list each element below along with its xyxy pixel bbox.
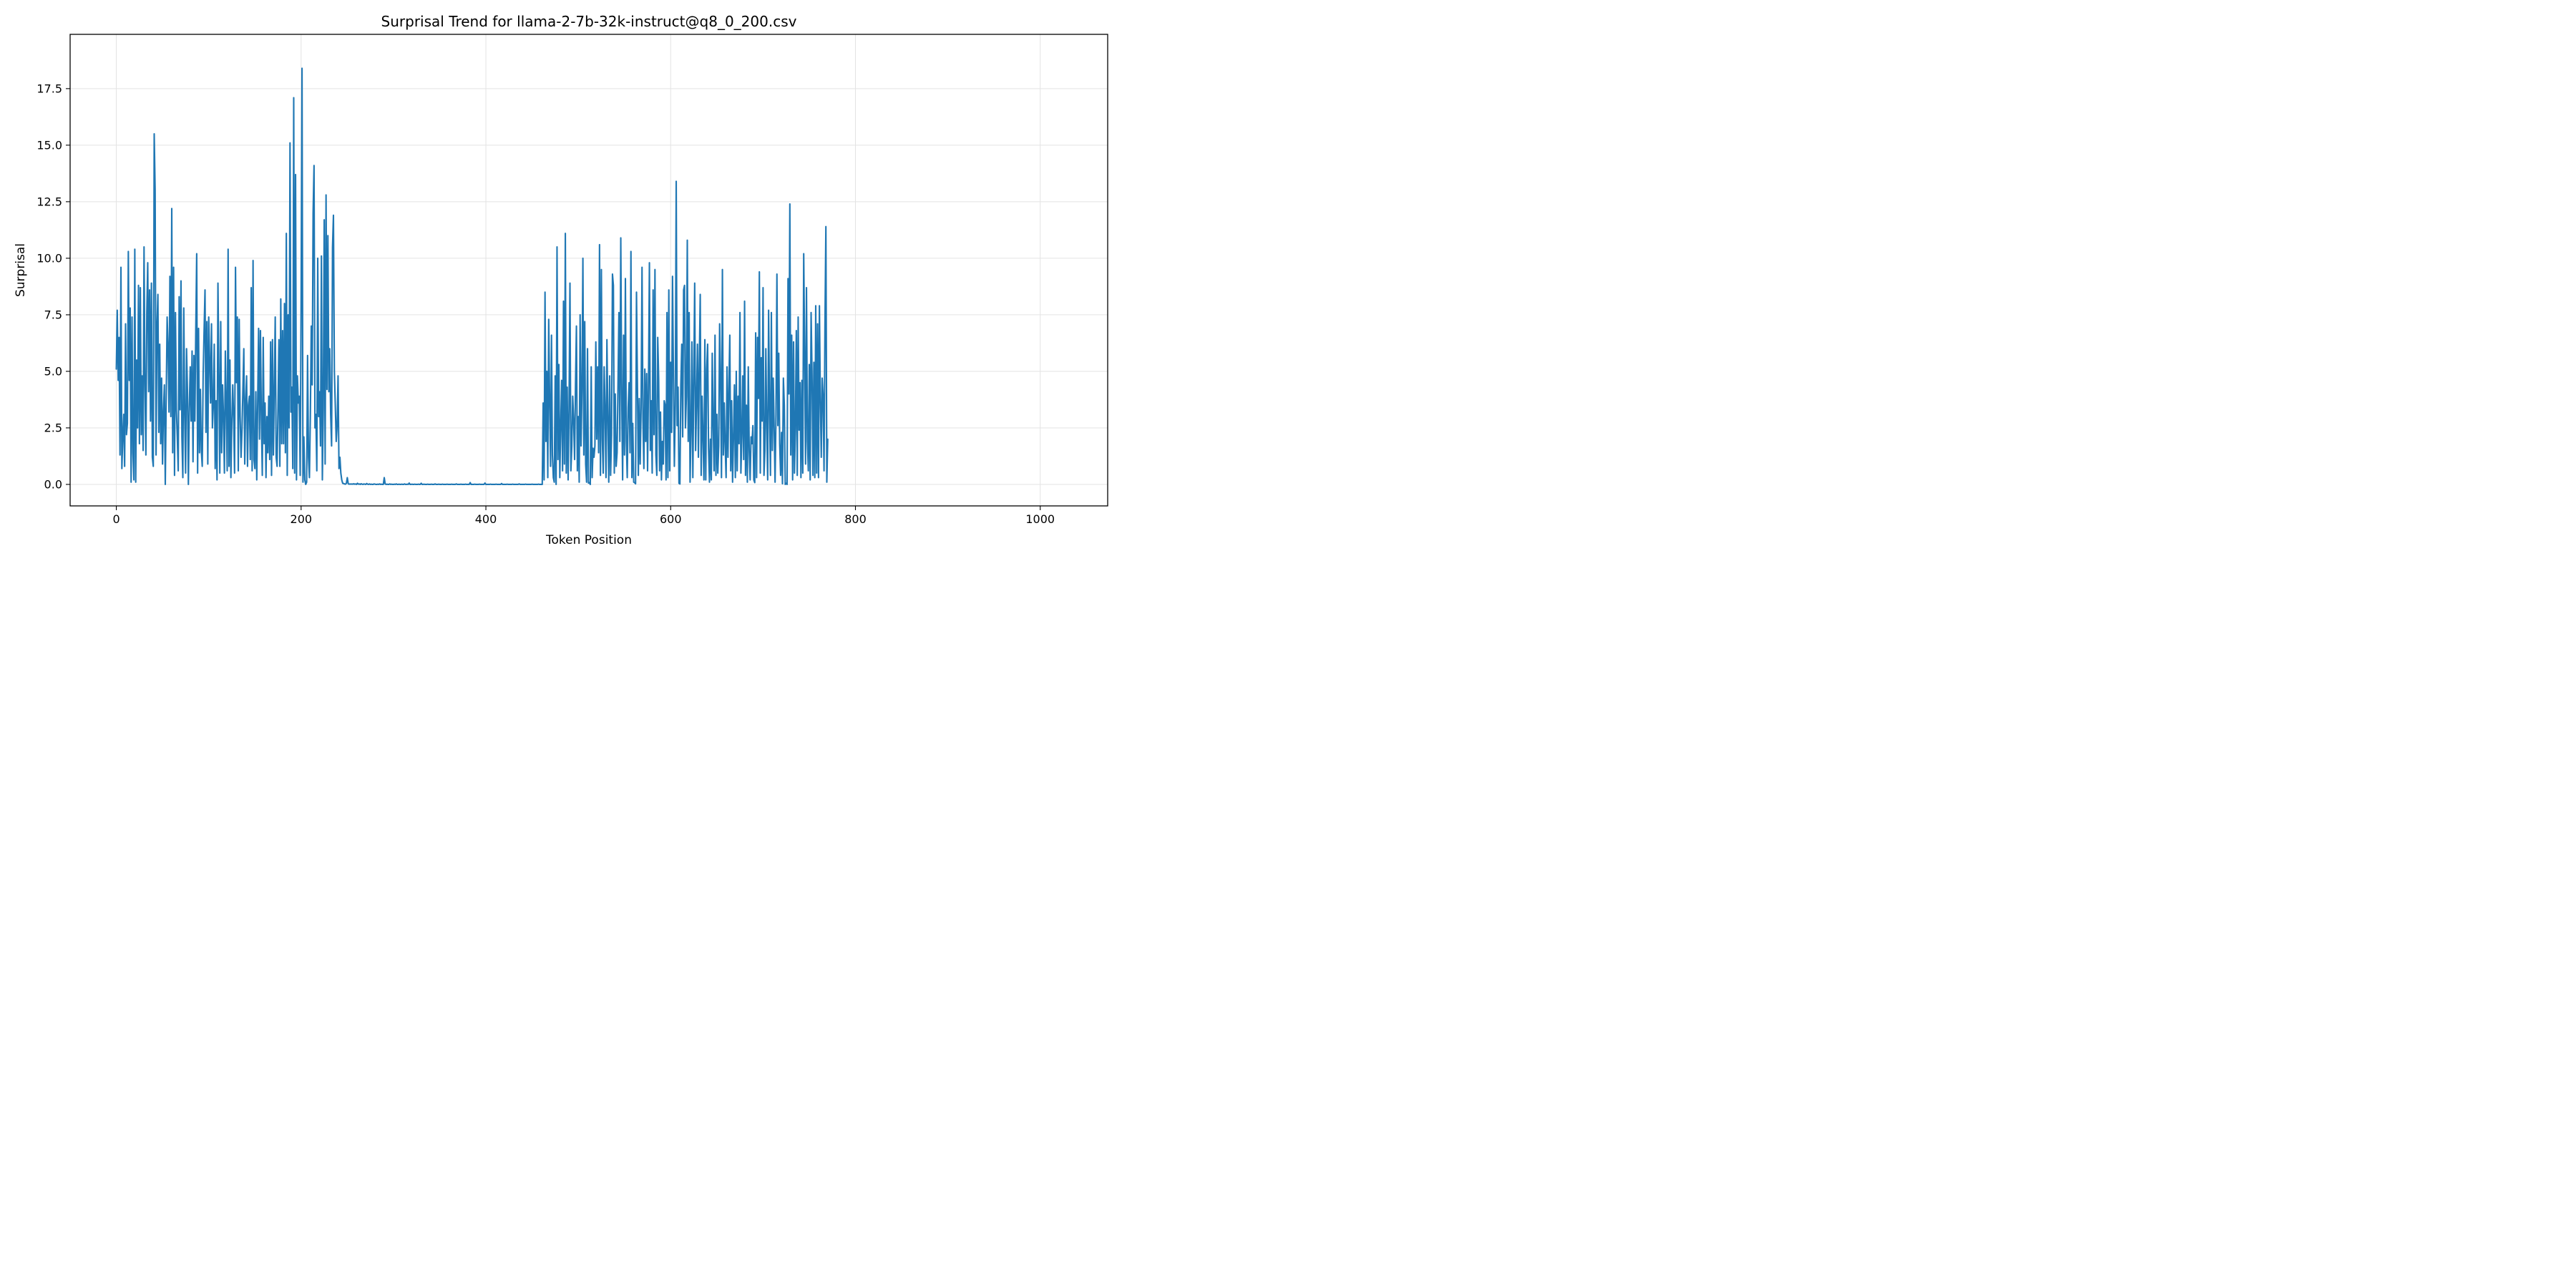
x-tick-label: 0 — [112, 512, 119, 526]
y-tick-label: 10.0 — [36, 251, 62, 265]
y-tick-label: 2.5 — [44, 421, 62, 434]
y-axis-label: Surprisal — [14, 243, 28, 297]
series-layer — [115, 67, 829, 486]
y-tick-label: 17.5 — [36, 82, 62, 95]
series-line-1 — [115, 67, 829, 486]
x-axis-label: Token Position — [545, 533, 632, 547]
y-tick-label: 5.0 — [44, 364, 62, 378]
x-tick-label: 400 — [475, 512, 497, 526]
y-tick-label: 7.5 — [44, 308, 62, 321]
line-chart: 0 200 400 600 800 1000 0.0 2.5 5.0 7.5 10.0 12.5 15… — [0, 0, 1122, 561]
figure-background — [0, 0, 1122, 561]
chart-figure: 0 200 400 600 800 1000 0.0 2.5 5.0 7.5 10.0 12.5 15… — [0, 0, 1122, 561]
y-tick-label: 12.5 — [36, 195, 62, 208]
chart-title: Surprisal Trend for llama-2-7b-32k-instr… — [381, 13, 797, 30]
x-tick-label: 1000 — [1025, 512, 1055, 526]
y-axis: 0.0 2.5 5.0 7.5 10.0 12.5 15.0 17.5 — [36, 82, 70, 491]
x-tick-label: 600 — [660, 512, 682, 526]
y-tick-label: 0.0 — [44, 477, 62, 491]
x-tick-label: 800 — [844, 512, 867, 526]
x-tick-label: 200 — [291, 512, 313, 526]
y-tick-label: 15.0 — [36, 138, 62, 152]
grid — [70, 34, 1108, 506]
plot-frame — [69, 34, 1108, 507]
x-axis: 0 200 400 600 800 1000 — [112, 506, 1055, 526]
